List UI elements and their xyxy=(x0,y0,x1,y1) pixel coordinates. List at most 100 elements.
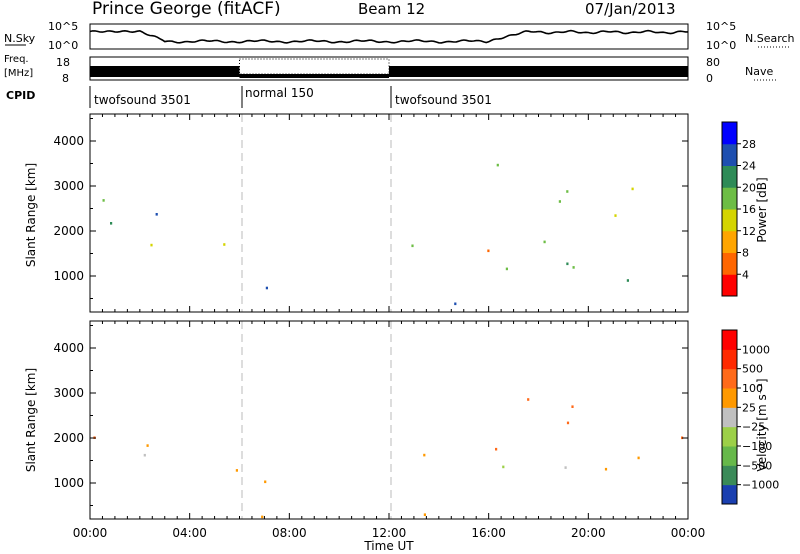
heatmap-cell xyxy=(143,453,146,457)
heatmap-cell xyxy=(235,469,238,472)
heatmap-cell xyxy=(614,214,617,217)
heatmap-cell xyxy=(637,456,640,460)
freq-unit-label: [MHz] xyxy=(4,68,33,79)
heatmap-cell xyxy=(496,163,499,167)
nsearch-label: N.Search xyxy=(745,32,795,45)
heatmap-cell xyxy=(566,421,570,425)
mode-label-1: twofsound 3501 xyxy=(94,93,191,107)
nave-dotted-box xyxy=(239,58,390,75)
velocity-ytick-label: 4000 xyxy=(53,341,84,355)
power-colorbar-tick-label: 20 xyxy=(742,181,756,194)
power-colorbar-swatch xyxy=(722,209,737,232)
power-panel: 1000 2000 3000 4000 Slant Range [km] xyxy=(24,113,689,313)
time-tick-label: 12:00 xyxy=(372,526,407,540)
nsky-tick-low: 10^0 xyxy=(48,39,78,52)
velocity-colorbar-tick-label: 500 xyxy=(742,363,763,376)
power-colorbar-tick-label: 28 xyxy=(742,138,756,151)
heatmap-cell xyxy=(566,190,569,193)
heatmap-cell xyxy=(454,302,457,306)
power-colorbar-swatch xyxy=(722,143,737,166)
velocity-colorbar-tick-label: 100 xyxy=(742,382,763,395)
heatmap-cell xyxy=(571,405,574,408)
power-colorbar-tick-label: 12 xyxy=(742,225,756,238)
power-ytick-label: 1000 xyxy=(53,269,84,283)
velocity-colorbar-frame xyxy=(721,329,738,505)
velocity-panel: 1000 2000 3000 4000 Slant Range [km] xyxy=(24,320,689,520)
heatmap-cell xyxy=(566,262,569,266)
heatmap-cell xyxy=(223,243,226,246)
velocity-ytick-label: 1000 xyxy=(53,476,84,490)
velocity-colorbar-label: Velocity [m s⁻¹] xyxy=(755,378,769,471)
nave-label: Nave xyxy=(745,65,773,78)
velocity-colorbar-tick-label: −100 xyxy=(742,440,772,453)
velocity-colorbar-swatch xyxy=(722,407,737,428)
velocity-colorbar-swatch xyxy=(722,330,737,350)
nsky-strip: N.Sky 10^5 10^0 10^5 10^0 N.Search xyxy=(4,20,795,52)
nsearch-tick-low: 10^0 xyxy=(706,39,736,52)
power-ytick-label: 2000 xyxy=(53,224,84,238)
freq-strip: Freq. [MHz] 18 8 80 0 Nave xyxy=(4,54,776,85)
heatmap-cell xyxy=(265,286,268,290)
freq-bar-segment xyxy=(389,66,688,77)
heatmap-cell xyxy=(502,465,505,469)
heatmap-cell xyxy=(543,240,546,244)
time-tick-label: 04:00 xyxy=(172,526,207,540)
heatmap-cell xyxy=(146,444,149,447)
power-colorbar-swatch xyxy=(722,122,737,145)
power-colorbar-swatch xyxy=(722,187,737,210)
power-colorbar-swatch xyxy=(722,274,737,297)
heatmap-cell xyxy=(423,513,426,516)
power-colorbar-swatch xyxy=(722,230,737,253)
time-axis: 00:00 04:00 08:00 12:00 16:00 20:00 00:00 xyxy=(73,526,706,540)
nsky-label: N.Sky xyxy=(4,32,36,45)
velocity-colorbar-swatch xyxy=(722,484,737,505)
freq-bars xyxy=(90,58,688,78)
heatmap-cell xyxy=(631,187,634,191)
cpid-label: CPID xyxy=(6,89,35,102)
heatmap-cell xyxy=(150,243,153,247)
velocity-colorbar-swatch xyxy=(722,426,737,447)
power-colorbar-tick-label: 16 xyxy=(742,203,756,216)
freq-tick-low: 8 xyxy=(62,72,69,85)
velocity-colorbar-tick-label: −25 xyxy=(742,421,765,434)
velocity-colorbar-tick-label: 1000 xyxy=(742,343,770,356)
power-colorbar: 28 24 20 16 12 8 4 xyxy=(721,121,756,297)
cpid-row: CPID twofsound 3501 normal 150 twofsound… xyxy=(6,86,492,108)
heatmap-cell xyxy=(411,244,414,248)
heatmap-cell xyxy=(564,466,567,469)
power-ytick-label: 4000 xyxy=(53,134,84,148)
power-ytick-label: 3000 xyxy=(53,179,84,193)
nave-tick-low: 0 xyxy=(706,72,713,85)
velocity-colorbar-swatch xyxy=(722,349,737,370)
heatmap-cell xyxy=(110,222,113,225)
heatmap-cell xyxy=(527,398,530,401)
time-tick-label: 16:00 xyxy=(471,526,506,540)
power-colorbar-tick-label: 4 xyxy=(742,268,749,281)
beam-title: Beam 12 xyxy=(358,0,425,18)
station-title: Prince George (fitACF) xyxy=(92,0,281,19)
velocity-colorbar-swatch xyxy=(722,368,737,389)
heatmap-cell xyxy=(604,467,608,471)
power-colorbar-swatch xyxy=(722,252,737,275)
velocity-colorbar: 1000 500 100 25 −25 −100 −500 −1000 xyxy=(721,329,779,505)
velocity-colorbar-swatch xyxy=(722,388,737,408)
power-colorbar-label: Power [dB] xyxy=(755,177,769,242)
heatmap-cell xyxy=(558,200,561,203)
time-tick-label: 08:00 xyxy=(272,526,307,540)
nave-tick-high: 80 xyxy=(706,56,720,69)
freq-tick-high: 18 xyxy=(56,56,70,69)
velocity-axes: 1000 2000 3000 4000 xyxy=(53,321,689,519)
power-axes: 1000 2000 3000 4000 xyxy=(53,114,689,312)
velocity-colorbar-tick-label: −1000 xyxy=(742,479,779,492)
heatmap-cell xyxy=(155,213,158,216)
heatmap-cell xyxy=(572,266,575,269)
power-colorbar-swatch xyxy=(722,165,737,188)
velocity-colorbar-swatch xyxy=(722,465,737,486)
heatmap-cell xyxy=(102,199,105,202)
mode-label-2: normal 150 xyxy=(245,86,314,100)
power-ylabel: Slant Range [km] xyxy=(24,163,38,267)
velocity-colorbar-tick-label: 25 xyxy=(742,401,756,414)
velocity-colorbar-tick-label: −500 xyxy=(742,459,772,472)
heatmap-cell xyxy=(505,267,508,271)
